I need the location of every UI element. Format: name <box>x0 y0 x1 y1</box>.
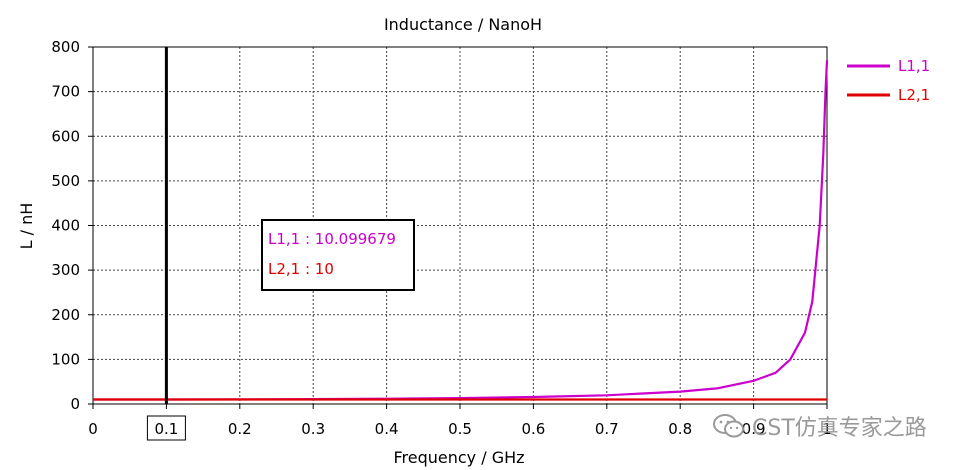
x-tick-label: 0.9 <box>742 420 766 438</box>
watermark: CST仿真专家之路 <box>712 410 927 442</box>
legend-label: L1,1 <box>898 57 930 75</box>
y-tick-label: 400 <box>51 217 80 235</box>
chart-title: Inductance / NanoH <box>384 15 542 34</box>
axis-ticks: 0 0.1 0.2 0.3 0.4 0.5 0.6 0.7 0.8 0.9 1 0 100 200 300 4… <box>51 38 832 441</box>
grid <box>93 47 827 404</box>
x-tick-label-marker: 0.1 <box>154 420 178 438</box>
x-tick-label: 0.4 <box>375 420 399 438</box>
y-tick-label: 600 <box>51 127 80 145</box>
x-axis-label: Frequency / GHz <box>393 448 524 467</box>
series-layer <box>93 60 829 401</box>
readout-frame <box>261 219 415 291</box>
x-tick-label: 0.6 <box>521 420 545 438</box>
y-tick-label: 700 <box>51 83 80 101</box>
y-tick-label: 500 <box>51 172 80 190</box>
y-tick-label: 300 <box>51 261 80 279</box>
marker-readout-box: L1,1 : 10.099679 L2,1 : 10 <box>261 219 415 291</box>
legend: L1,1 L2,1 <box>847 57 930 104</box>
y-tick-label: 0 <box>70 395 80 413</box>
y-axis-label: L / nH <box>17 203 36 250</box>
y-tick-label: 200 <box>51 306 80 324</box>
readout-value: L1,1 : 10.099679 <box>268 230 396 248</box>
x-tick-label: 0 <box>88 420 98 438</box>
readout-value: L2,1 : 10 <box>268 260 334 278</box>
wechat-icon <box>713 414 744 438</box>
x-tick-label: 1 <box>822 420 832 438</box>
watermark-text: CST仿真专家之路 <box>752 416 927 441</box>
legend-label: L2,1 <box>898 86 930 104</box>
x-tick-label: 0.7 <box>595 420 619 438</box>
x-tick-label: 0.5 <box>448 420 472 438</box>
y-tick-label: 100 <box>51 350 80 368</box>
x-tick-label: 0.8 <box>668 420 692 438</box>
x-tick-label: 0.3 <box>301 420 325 438</box>
x-tick-label: 0.2 <box>228 420 252 438</box>
y-tick-label: 800 <box>51 38 80 56</box>
marker-tick-box <box>146 415 186 441</box>
